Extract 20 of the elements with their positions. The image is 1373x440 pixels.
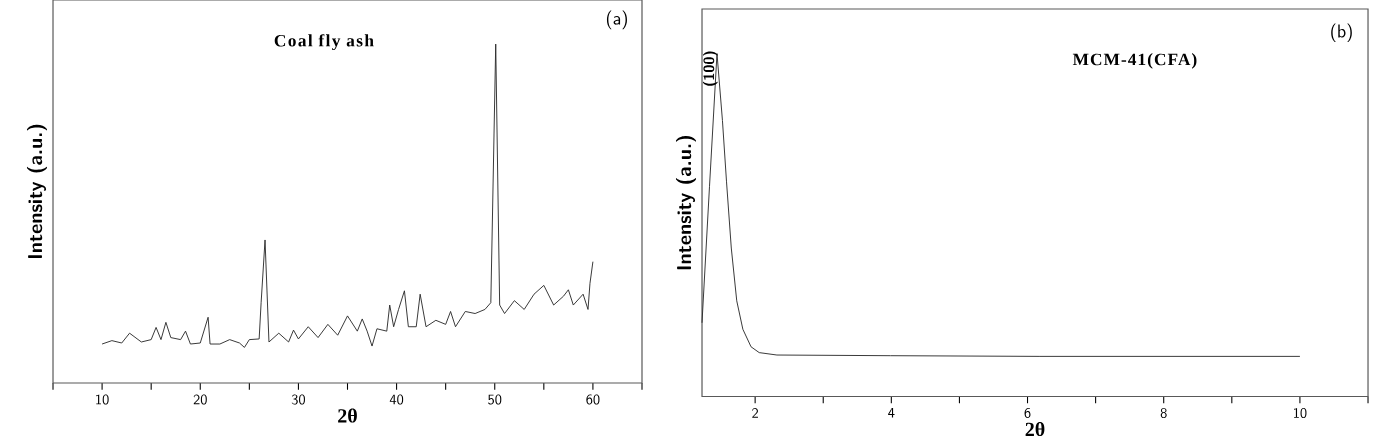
text: (b) bbox=[1331, 23, 1352, 43]
annotation: Coal fly ash bbox=[274, 34, 374, 51]
annotation: MCM-41(CFA) bbox=[1072, 53, 1197, 69]
x-tick-label: 10 bbox=[96, 394, 109, 405]
x-tick-label: 4 bbox=[888, 407, 895, 418]
x-tick-label: 10 bbox=[1294, 407, 1307, 419]
x-axis-title: 2θ bbox=[1025, 421, 1045, 437]
x-tick-label: 40 bbox=[389, 394, 404, 405]
x-tick-label: 6 bbox=[1024, 407, 1031, 419]
x-tick-label: 60 bbox=[586, 394, 600, 405]
y-axis-title: Intensity (a.u.) bbox=[675, 136, 696, 270]
x-tick-label: 50 bbox=[488, 394, 502, 405]
x-tick-label: 20 bbox=[193, 394, 207, 405]
annotation: (100) bbox=[702, 51, 718, 86]
x-tick-label: 30 bbox=[291, 394, 305, 405]
text: (a) bbox=[606, 10, 627, 30]
x-tick-label: 8 bbox=[1160, 407, 1167, 419]
x-tick-label: 2 bbox=[752, 407, 758, 418]
x-axis-title: 2θ bbox=[338, 408, 357, 423]
y-axis-title: Intensity (a.u.) bbox=[26, 124, 47, 259]
